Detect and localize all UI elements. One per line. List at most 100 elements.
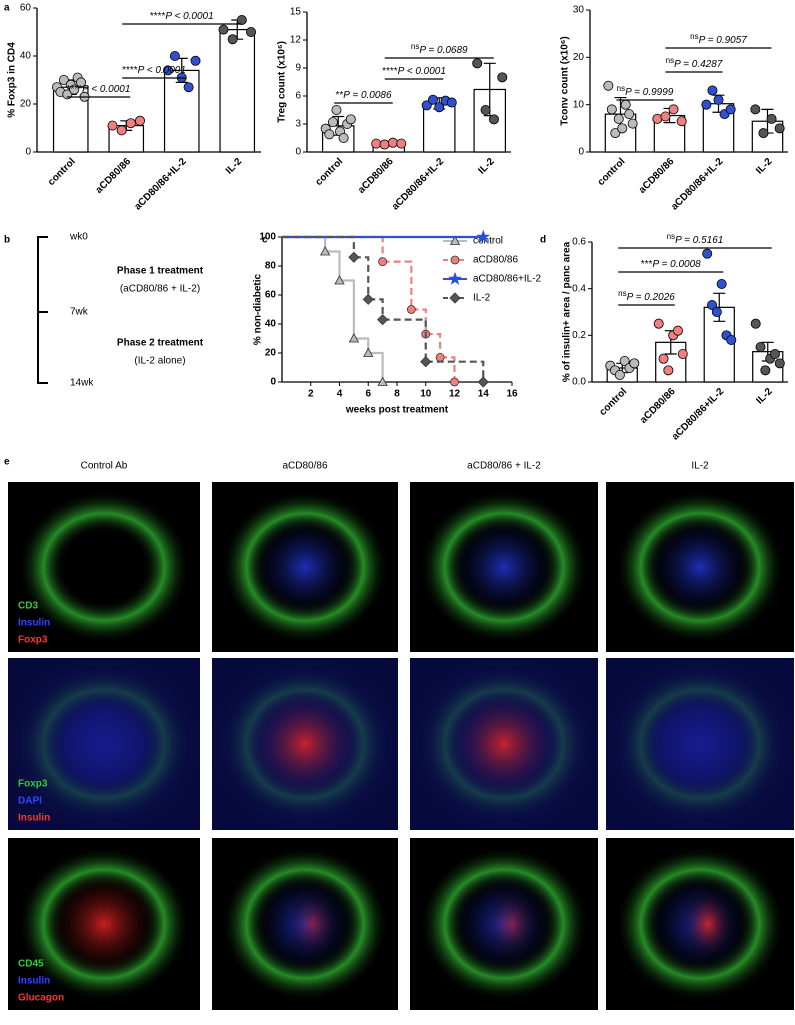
- panel-label: d: [540, 235, 546, 246]
- data-point: [725, 104, 736, 115]
- data-point: [363, 347, 374, 357]
- y-tick-label: 6: [295, 91, 301, 102]
- step-segment: [325, 250, 341, 281]
- step-segment: [368, 351, 384, 382]
- significance: ****P < 0.0001: [150, 11, 214, 22]
- data-point: [227, 34, 238, 45]
- micrograph-core: [643, 512, 757, 622]
- y-tick-label: 20: [20, 99, 32, 110]
- data-point: [663, 365, 674, 376]
- y-tick-label: 40: [20, 51, 32, 62]
- p-value: P = 0.9057: [699, 35, 748, 46]
- significance: ****P < 0.0001: [122, 65, 186, 76]
- step-segment: [282, 235, 355, 258]
- x-axis-label: weeks post treatment: [345, 405, 449, 416]
- column-label: IL-2: [691, 461, 709, 472]
- data-point: [711, 306, 722, 317]
- x-tick-label: 14: [478, 389, 490, 400]
- data-point: [324, 129, 335, 140]
- data-point: [420, 356, 432, 368]
- data-point: [760, 365, 771, 376]
- y-axis-label: % Foxp3 in CD4: [7, 42, 18, 118]
- x-tick-label: IL-2: [754, 386, 775, 407]
- data-point: [450, 377, 459, 387]
- data-point: [613, 113, 624, 124]
- data-point: [427, 94, 438, 105]
- stain-label: DAPI: [18, 796, 42, 807]
- timeline-mark: 7wk: [70, 307, 89, 318]
- micrograph-core: [447, 512, 561, 622]
- data-point: [497, 72, 508, 83]
- bar: [219, 29, 256, 153]
- micrograph-core: [485, 889, 539, 959]
- p-value: P < 0.0001: [138, 65, 186, 76]
- significance-stars: ****: [150, 11, 166, 22]
- step-segment: [339, 279, 355, 339]
- x-tick-label: aCD80/86+IL-2: [390, 156, 447, 213]
- stain-label: Insulin: [18, 813, 50, 824]
- stain-label: Glucagon: [18, 993, 64, 1004]
- micrograph-ring: [17, 490, 191, 644]
- data-point: [348, 333, 360, 343]
- data-point: [758, 128, 769, 139]
- error-bar: [713, 292, 726, 322]
- data-point: [620, 99, 631, 110]
- micrograph-core: [447, 688, 561, 800]
- y-tick-label: 0: [295, 147, 301, 158]
- significance: nsP = 0.9057: [690, 32, 747, 46]
- panel-label: e: [4, 457, 10, 468]
- x-tick-label: 8: [394, 389, 400, 400]
- panel-label: a: [4, 3, 10, 14]
- significance: nsP = 0.5161: [667, 232, 724, 246]
- legend-label: aCD80/86: [473, 255, 518, 266]
- step-segment: [425, 360, 485, 382]
- significance: ****P < 0.0001: [67, 84, 131, 95]
- data-point: [774, 123, 785, 134]
- data-point: [617, 123, 628, 134]
- significance: ****P < 0.0001: [382, 66, 446, 77]
- y-tick-label: 80: [265, 261, 277, 272]
- significance: **P = 0.0086: [335, 90, 392, 101]
- data-point: [377, 314, 389, 326]
- step-segment: [425, 333, 442, 358]
- data-point: [334, 275, 345, 285]
- x-tick-label: IL-2: [224, 156, 245, 177]
- data-point: [345, 114, 356, 125]
- x-tick-label: 10: [420, 389, 432, 400]
- step-segment: [382, 318, 427, 362]
- p-value: P < 0.0001: [398, 66, 446, 77]
- data-point: [162, 65, 173, 76]
- data-point: [713, 94, 724, 105]
- data-point: [378, 257, 388, 267]
- data-point: [774, 358, 785, 369]
- data-point: [627, 118, 638, 129]
- data-point: [677, 348, 688, 359]
- y-tick-label: 0.4: [572, 283, 586, 294]
- column-label: aCD80/86: [282, 461, 327, 472]
- data-point: [707, 299, 718, 310]
- p-value: P = 0.4287: [674, 59, 723, 70]
- timeline-mark: 14wk: [70, 378, 94, 389]
- data-point: [246, 26, 257, 37]
- data-point: [348, 251, 360, 263]
- data-point: [614, 369, 625, 380]
- y-tick-label: 10: [573, 99, 585, 110]
- y-tick-label: 40: [265, 319, 277, 330]
- p-value: P < 0.0001: [82, 84, 130, 95]
- data-point: [476, 229, 491, 243]
- significance: nsP = 0.2026: [618, 289, 675, 303]
- y-axis-label: % non-diabetic: [253, 274, 264, 346]
- significance: nsP = 0.4287: [666, 56, 723, 70]
- data-point: [362, 293, 374, 305]
- data-point: [726, 334, 737, 345]
- step-segment: [382, 260, 413, 310]
- data-point: [769, 348, 780, 359]
- data-point: [116, 125, 127, 136]
- p-value: P = 0.0008: [652, 259, 701, 270]
- stain-label: Insulin: [18, 976, 50, 987]
- stain-label: CD45: [18, 959, 44, 970]
- panel-label: c: [262, 235, 268, 246]
- data-point: [338, 132, 349, 143]
- data-point: [446, 97, 457, 108]
